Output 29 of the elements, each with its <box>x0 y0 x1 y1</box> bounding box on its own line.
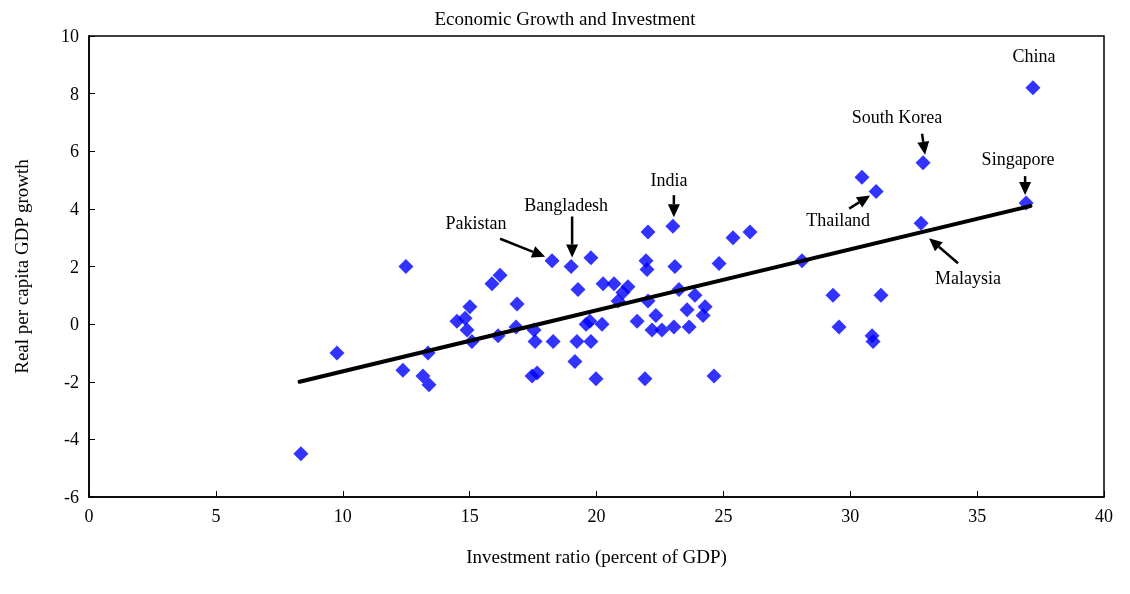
annotation: Pakistan <box>445 212 507 233</box>
y-tick-label: 8 <box>70 83 79 104</box>
x-tick-label: 5 <box>211 506 221 526</box>
y-tick-label: 2 <box>70 256 79 277</box>
x-tick-label: 20 <box>587 506 606 526</box>
x-tick-label: 15 <box>460 506 479 526</box>
y-axis-title: Real per capita GDP growth <box>11 158 32 374</box>
x-tick-label: 35 <box>968 506 987 526</box>
annotation: Bangladesh <box>524 194 609 215</box>
annotation: South Korea <box>851 106 943 127</box>
y-tick-label: -4 <box>64 429 79 450</box>
x-tick-label: 0 <box>84 506 94 526</box>
annotation: China <box>1012 45 1056 66</box>
annotation: India <box>650 170 688 191</box>
x-tick-label: 10 <box>333 506 352 526</box>
y-tick-label: -2 <box>64 371 79 392</box>
annotation: Singapore <box>981 149 1055 170</box>
y-tick-label: -6 <box>64 487 79 507</box>
y-tick-label: 4 <box>70 198 79 219</box>
y-tick-label: 0 <box>70 314 79 335</box>
y-tick-label: 6 <box>70 141 79 162</box>
x-tick-label: 25 <box>714 506 733 526</box>
x-axis-title: Investment ratio (percent of GDP) <box>466 546 727 568</box>
x-tick-label: 40 <box>1095 506 1113 526</box>
y-tick-label: 10 <box>61 26 79 46</box>
chart-title: Economic Growth and Investment <box>434 8 697 29</box>
annotation: Thailand <box>806 209 871 230</box>
annotation: Malaysia <box>935 268 1002 289</box>
x-tick-label: 30 <box>841 506 860 526</box>
